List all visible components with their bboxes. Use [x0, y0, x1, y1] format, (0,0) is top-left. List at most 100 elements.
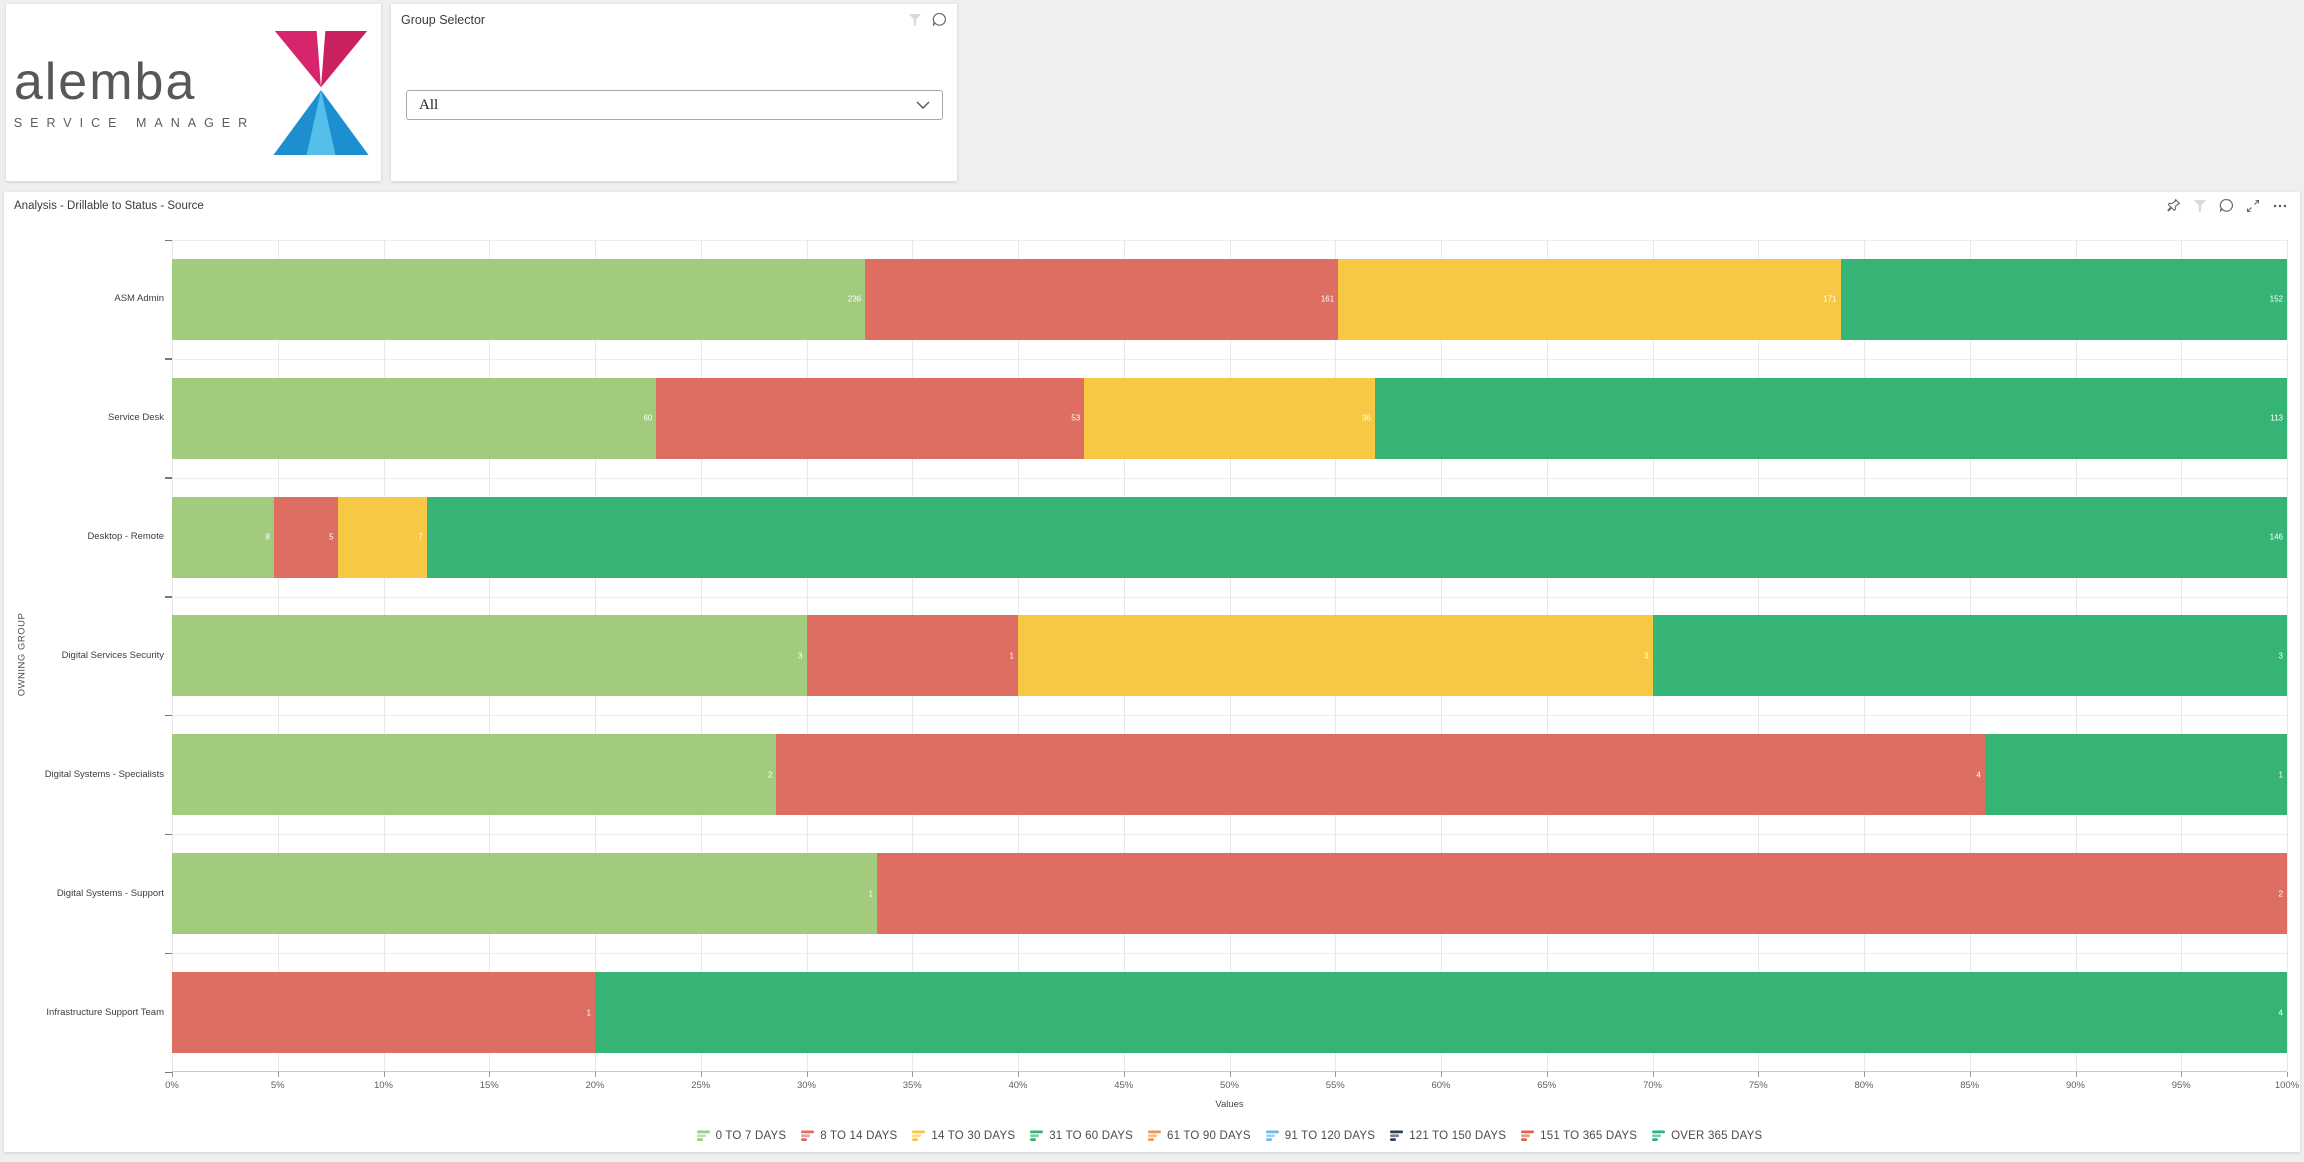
x-axis-tick — [1652, 1072, 1654, 1077]
legend-item[interactable]: 91 TO 120 DAYS — [1265, 1130, 1375, 1142]
bar-segment[interactable]: 171 — [1338, 258, 1841, 340]
x-axis-tick — [912, 1072, 914, 1077]
legend-item[interactable]: 14 TO 30 DAYS — [912, 1130, 1015, 1142]
bar-row: 236 161 171 152 — [172, 240, 2287, 359]
legend-label: 31 TO 60 DAYS — [1049, 1130, 1133, 1142]
x-tick-label: 55% — [1325, 1080, 1345, 1091]
legend-item[interactable]: 151 TO 365 DAYS — [1521, 1130, 1637, 1142]
y-axis-tick — [165, 596, 172, 598]
bar-segment[interactable]: 60 — [172, 377, 657, 459]
y-axis-tick — [165, 714, 172, 717]
category-label: ASM Admin — [114, 293, 164, 305]
x-tick-label: 5% — [270, 1080, 285, 1091]
segment-value-label: 3 — [1644, 651, 1649, 661]
segment-value-label: 2 — [2278, 889, 2283, 899]
bar-segment[interactable]: 4 — [595, 972, 2287, 1054]
pin-icon[interactable] — [2166, 198, 2181, 213]
bar-segment[interactable]: 7 — [337, 496, 427, 578]
x-tick-label: 70% — [1642, 1080, 1663, 1091]
group-dropdown[interactable]: All — [406, 90, 943, 120]
segment-value-label: 5 — [329, 532, 334, 542]
category-label: Digital Systems - Specialists — [44, 768, 164, 780]
legend-item[interactable]: 0 TO 7 DAYS — [696, 1130, 787, 1142]
bar-segment[interactable]: 2 — [172, 734, 777, 816]
gridline-horizontal — [172, 715, 2287, 717]
bar-segment[interactable]: 5 — [273, 496, 338, 578]
bar-segment[interactable]: 53 — [656, 377, 1085, 459]
x-tick-label: 30% — [796, 1080, 817, 1091]
x-axis-tick — [806, 1072, 808, 1077]
bar-segment[interactable]: 8 — [172, 496, 274, 578]
legend-item[interactable]: OVER 365 DAYS — [1652, 1130, 1762, 1142]
legend-item[interactable]: 8 TO 14 DAYS — [801, 1130, 897, 1142]
x-tick-label: 90% — [2065, 1080, 2086, 1091]
x-axis-tick — [1335, 1072, 1337, 1077]
analysis-panel: Analysis - Drillable to Status - Source — [4, 192, 2300, 1152]
bar-segment[interactable]: 236 — [172, 258, 866, 340]
bar-segment[interactable]: 3 — [172, 615, 807, 697]
bar-segment[interactable]: 113 — [1374, 377, 2287, 459]
x-axis-tick — [489, 1072, 491, 1077]
brand-name: alemba — [13, 52, 197, 111]
bar-segment[interactable]: 1 — [172, 972, 595, 1054]
gridline-horizontal — [172, 834, 2287, 836]
group-selector-card: Group Selector All — [391, 4, 957, 181]
bar-segment[interactable]: 146 — [426, 496, 2287, 578]
x-axis-tick — [1441, 1072, 1442, 1077]
comment-icon[interactable] — [932, 12, 947, 27]
x-axis-title: Values — [1215, 1099, 1244, 1110]
x-axis-tick — [700, 1072, 702, 1077]
x-tick-label: 10% — [373, 1080, 394, 1091]
x-axis-tick — [1123, 1072, 1125, 1077]
category-label: Digital Systems - Support — [56, 887, 164, 899]
chevron-down-icon — [916, 101, 930, 109]
comment-icon[interactable] — [2219, 198, 2234, 213]
legend-item[interactable]: 31 TO 60 DAYS — [1030, 1130, 1133, 1142]
plot-area: 236 161 171 152 60 53 36 113 8 5 7 146 3 1 3 3 2 4 1 1 2 1 4 — [165, 239, 2288, 1077]
category-label: Desktop - Remote — [87, 531, 164, 543]
bar-segment[interactable]: 3 — [1652, 615, 2287, 697]
legend-item[interactable]: 61 TO 90 DAYS — [1148, 1130, 1251, 1142]
x-axis-tick — [1864, 1072, 1865, 1077]
segment-value-label: 1 — [586, 1008, 591, 1018]
legend-label: 151 TO 365 DAYS — [1540, 1130, 1638, 1142]
x-tick-label: 0% — [165, 1080, 179, 1091]
x-tick-label: 100% — [2274, 1080, 2300, 1091]
bar-segment[interactable]: 3 — [1018, 615, 1653, 697]
bar-segment[interactable]: 152 — [1840, 258, 2287, 340]
x-tick-label: 95% — [2171, 1080, 2191, 1091]
segment-value-label: 60 — [643, 413, 653, 423]
filter-icon[interactable] — [908, 13, 922, 27]
x-axis-tick — [383, 1072, 385, 1077]
legend-bars-icon — [1148, 1130, 1161, 1141]
bar-segment[interactable]: 1 — [1984, 734, 2287, 816]
segment-value-label: 2 — [767, 770, 773, 780]
x-axis-tick — [1018, 1072, 1019, 1077]
x-tick-label: 20% — [585, 1080, 605, 1091]
bar-segment[interactable]: 2 — [877, 853, 2287, 935]
x-axis-tick — [2181, 1072, 2183, 1077]
x-axis-tick — [595, 1072, 596, 1077]
alemba-x-icon — [273, 30, 369, 155]
legend-item[interactable]: 121 TO 150 DAYS — [1390, 1130, 1506, 1142]
bar-segment[interactable]: 36 — [1084, 377, 1375, 459]
bar-segment[interactable]: 4 — [776, 734, 1985, 816]
y-axis-tick — [165, 1071, 172, 1073]
bar-segment[interactable]: 1 — [806, 615, 1018, 697]
x-tick-label: 45% — [1114, 1080, 1134, 1091]
legend-bars-icon — [801, 1130, 815, 1141]
x-tick-label: 75% — [1748, 1080, 1768, 1091]
segment-value-label: 152 — [2269, 294, 2283, 304]
x-axis-tick — [1969, 1072, 1971, 1077]
more-options-icon[interactable] — [2272, 199, 2288, 213]
bar-segment[interactable]: 1 — [172, 853, 877, 935]
x-tick-label: 80% — [1854, 1080, 1874, 1091]
x-axis-tick — [1546, 1072, 1548, 1077]
expand-icon[interactable] — [2246, 199, 2260, 213]
gridline-horizontal — [172, 477, 2287, 479]
bar-segment[interactable]: 161 — [865, 258, 1339, 340]
segment-value-label: 161 — [1320, 294, 1335, 304]
logo-text: alemba SERVICE MANAGER — [14, 56, 255, 130]
legend-bars-icon — [1030, 1130, 1044, 1141]
filter-icon[interactable] — [2193, 199, 2207, 213]
